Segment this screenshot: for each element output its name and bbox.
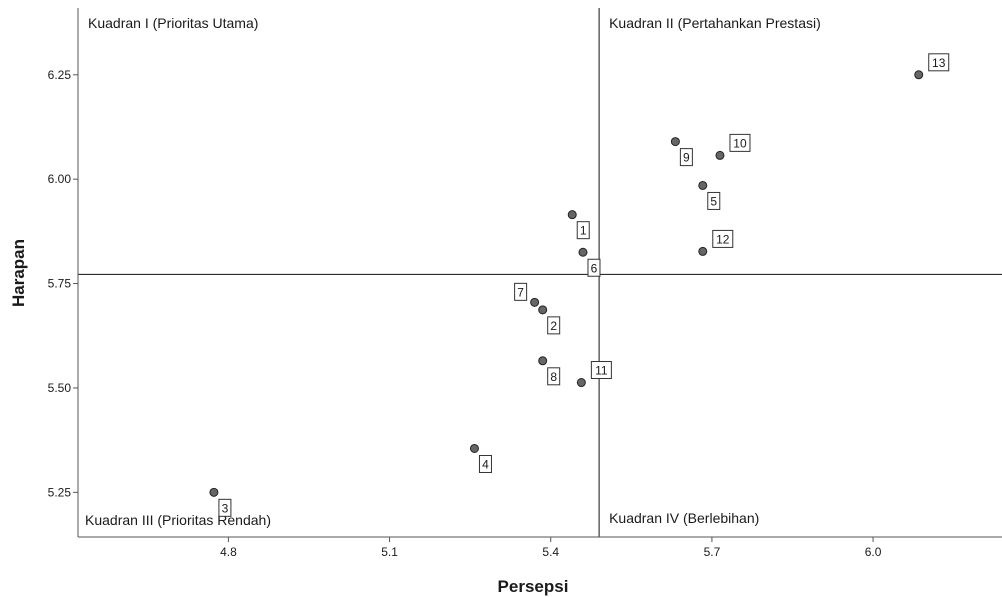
- point-label-box: [218, 498, 232, 517]
- point-label: 12: [716, 232, 730, 246]
- x-tick-label: 6.0: [865, 545, 882, 559]
- data-point: [538, 305, 548, 315]
- data-point: [698, 246, 708, 256]
- point-label-box: [590, 361, 612, 380]
- point-label: 6: [591, 261, 598, 275]
- x-tick-label: 5.1: [381, 545, 398, 559]
- quadrant-label: Kuadran II (Pertahankan Prestasi): [609, 15, 821, 31]
- point-label: 7: [517, 285, 524, 299]
- data-point: [469, 443, 479, 453]
- point-label: 13: [932, 56, 946, 70]
- point-label-box: [576, 221, 590, 240]
- quadrant-label: Kuadran I (Prioritas Utama): [88, 15, 258, 31]
- point-label-box: [928, 53, 950, 72]
- point-label-box: [679, 148, 693, 167]
- point-label: 5: [710, 194, 717, 208]
- data-point: [670, 137, 680, 147]
- x-ticks: 4.8 5.1 5.4 5.7 6.0: [220, 537, 882, 559]
- quadrant-labels: Kuadran I (Prioritas Utama) Kuadran II (P…: [85, 15, 821, 528]
- x-tick-label: 5.7: [704, 545, 721, 559]
- reference-lines: [78, 8, 1002, 537]
- point-label-box: [707, 191, 721, 210]
- data-point: [698, 180, 708, 190]
- data-point: [538, 356, 548, 366]
- y-ticks: 5.25 5.50 5.75 6.00 6.25: [48, 68, 78, 499]
- point-label: 2: [550, 319, 557, 333]
- data-point: [209, 487, 219, 497]
- data-point: [578, 247, 588, 257]
- point-label: 4: [482, 457, 489, 471]
- point-label-box: [478, 454, 492, 473]
- point-label: 3: [222, 501, 229, 515]
- point-label-box: [729, 133, 751, 152]
- point-label: 8: [550, 370, 557, 384]
- data-point: [530, 297, 540, 307]
- y-axis-title: Harapan: [9, 239, 28, 307]
- point-label-box: [712, 229, 734, 248]
- quadrant-label: Kuadran III (Prioritas Rendah): [85, 512, 271, 528]
- data-point: [715, 150, 725, 160]
- data-point: [914, 70, 924, 80]
- point-label: 9: [683, 151, 690, 165]
- x-axis-title: Persepsi: [498, 577, 569, 596]
- data-point: [576, 378, 586, 388]
- point-label: 10: [733, 136, 747, 150]
- point-label-box: [547, 367, 561, 386]
- y-tick-label: 6.00: [48, 172, 72, 186]
- y-tick-label: 6.25: [48, 68, 72, 82]
- y-tick-label: 5.50: [48, 381, 72, 395]
- point-label-box: [547, 316, 561, 335]
- point-label: 11: [595, 364, 608, 378]
- x-tick-label: 4.8: [220, 545, 237, 559]
- point-label-box: [514, 282, 528, 301]
- y-tick-label: 5.75: [48, 277, 72, 291]
- quadrant-label: Kuadran IV (Berlebihan): [609, 510, 759, 526]
- axes: [77, 8, 1002, 538]
- x-tick-label: 5.4: [542, 545, 559, 559]
- point-label: 1: [580, 224, 587, 238]
- y-tick-label: 5.25: [48, 485, 72, 499]
- data-point: [567, 210, 577, 220]
- point-label-box: [587, 258, 601, 277]
